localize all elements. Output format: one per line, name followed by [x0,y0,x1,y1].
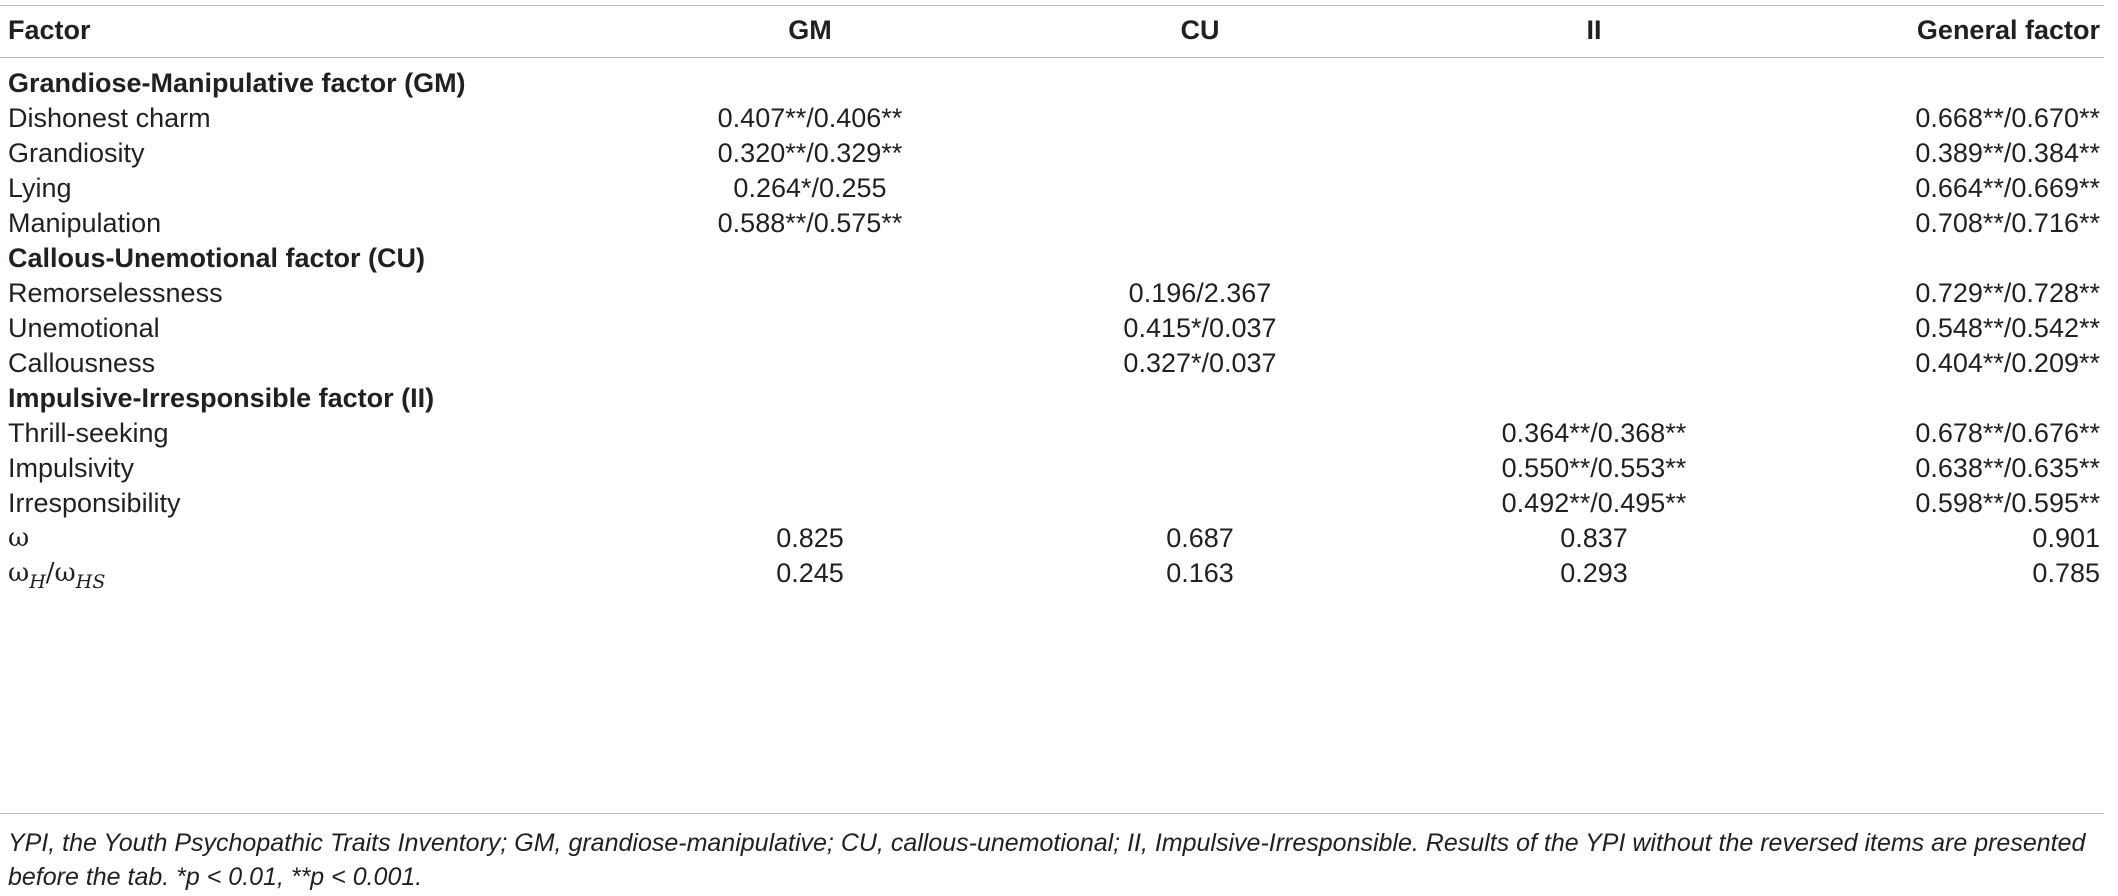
row-label: Callousness [8,348,156,378]
cell-general: 0.708**/0.716** [1915,208,2100,238]
table-top-rule [0,5,2104,6]
omega-h-main: ω [8,558,30,588]
cell-gm: 0.320**/0.329** [717,138,903,168]
row-label: Unemotional [8,313,160,343]
table-row: Unemotional 0.415*/0.037 0.548**/0.542** [0,305,2104,352]
row-label: Lying [8,173,72,203]
section-title: Callous-Unemotional factor (CU) [8,243,426,273]
cell-ii: 0.492**/0.495** [1501,488,1687,518]
table-row: Callousness 0.327*/0.037 0.404**/0.209** [0,340,2104,387]
table-row: Grandiosity 0.320**/0.329** 0.389**/0.38… [0,130,2104,177]
section-heading-cu: Callous-Unemotional factor (CU) [0,235,2104,282]
cell-cu: 0.327*/0.037 [1123,348,1277,378]
row-label: Thrill-seeking [8,418,169,448]
header-gm: GM [788,15,832,45]
cell-ii: 0.364**/0.368** [1501,418,1687,448]
section-heading-gm: Grandiose-Manipulative factor (GM) [0,60,2104,107]
table-row: Dishonest charm 0.407**/0.406** 0.668**/… [0,95,2104,142]
table-row: Remorselessness 0.196/2.367 0.729**/0.72… [0,270,2104,317]
cell-general: 0.678**/0.676** [1915,418,2100,448]
cell-general: 0.785 [2032,558,2100,588]
cell-cu: 0.163 [1166,558,1234,588]
row-label: Remorselessness [8,278,223,308]
header-cu: CU [1180,15,1220,45]
omega-row: ω 0.825 0.687 0.837 0.901 [0,515,2104,562]
omega-hs-sub: HS [75,571,106,593]
section-heading-ii: Impulsive-Irresponsible factor (II) [0,375,2104,422]
omega-h-sub: H [29,571,46,593]
cell-general: 0.548**/0.542** [1915,313,2100,343]
cell-gm: 0.407**/0.406** [717,103,903,133]
omega-h-label: ωH/ωHS [8,550,105,599]
table-header-rule [0,57,2104,58]
cell-cu: 0.196/2.367 [1128,278,1272,308]
cell-ii: 0.550**/0.553** [1501,453,1687,483]
row-label: Grandiosity [8,138,145,168]
row-label: Manipulation [8,208,162,238]
cell-gm: 0.588**/0.575** [717,208,903,238]
header-factor: Factor [8,15,91,45]
omega-hierarchical-row: ωH/ωHS 0.245 0.163 0.293 0.785 [0,550,2104,597]
table-row: Impulsivity 0.550**/0.553** 0.638**/0.63… [0,445,2104,492]
row-label: Dishonest charm [8,103,211,133]
table-footnote: YPI, the Youth Psychopathic Traits Inven… [8,829,2086,891]
cell-general: 0.901 [2032,523,2100,553]
table-row: Irresponsibility 0.492**/0.495** 0.598**… [0,480,2104,527]
cell-general: 0.389**/0.384** [1915,138,2100,168]
cell-general: 0.404**/0.209** [1915,348,2100,378]
omega-label: ω [8,523,30,553]
cell-general: 0.729**/0.728** [1915,278,2100,308]
table-row: Thrill-seeking 0.364**/0.368** 0.678**/0… [0,410,2104,457]
section-title: Impulsive-Irresponsible factor (II) [8,383,435,413]
cell-cu: 0.415*/0.037 [1123,313,1277,343]
cell-general: 0.598**/0.595** [1915,488,2100,518]
cell-ii: 0.293 [1560,558,1628,588]
header-general-factor: General factor [1916,15,2100,45]
omega-h-sep: /ω [45,558,76,588]
cell-cu: 0.687 [1166,523,1234,553]
table-header-row: Factor GM CU II General factor [0,7,2104,54]
section-title: Grandiose-Manipulative factor (GM) [8,68,466,98]
cell-general: 0.664**/0.669** [1915,173,2100,203]
cell-general: 0.638**/0.635** [1915,453,2100,483]
cell-gm: 0.825 [776,523,844,553]
cell-gm: 0.245 [776,558,844,588]
header-ii: II [1586,15,1602,45]
table-row: Manipulation 0.588**/0.575** 0.708**/0.7… [0,200,2104,247]
row-label: Impulsivity [8,453,135,483]
cell-general: 0.668**/0.670** [1915,103,2100,133]
cell-gm: 0.264*/0.255 [733,173,887,203]
table-bottom-rule [0,813,2104,814]
row-label: Irresponsibility [8,488,181,518]
cell-ii: 0.837 [1560,523,1628,553]
table-row: Lying 0.264*/0.255 0.664**/0.669** [0,165,2104,212]
